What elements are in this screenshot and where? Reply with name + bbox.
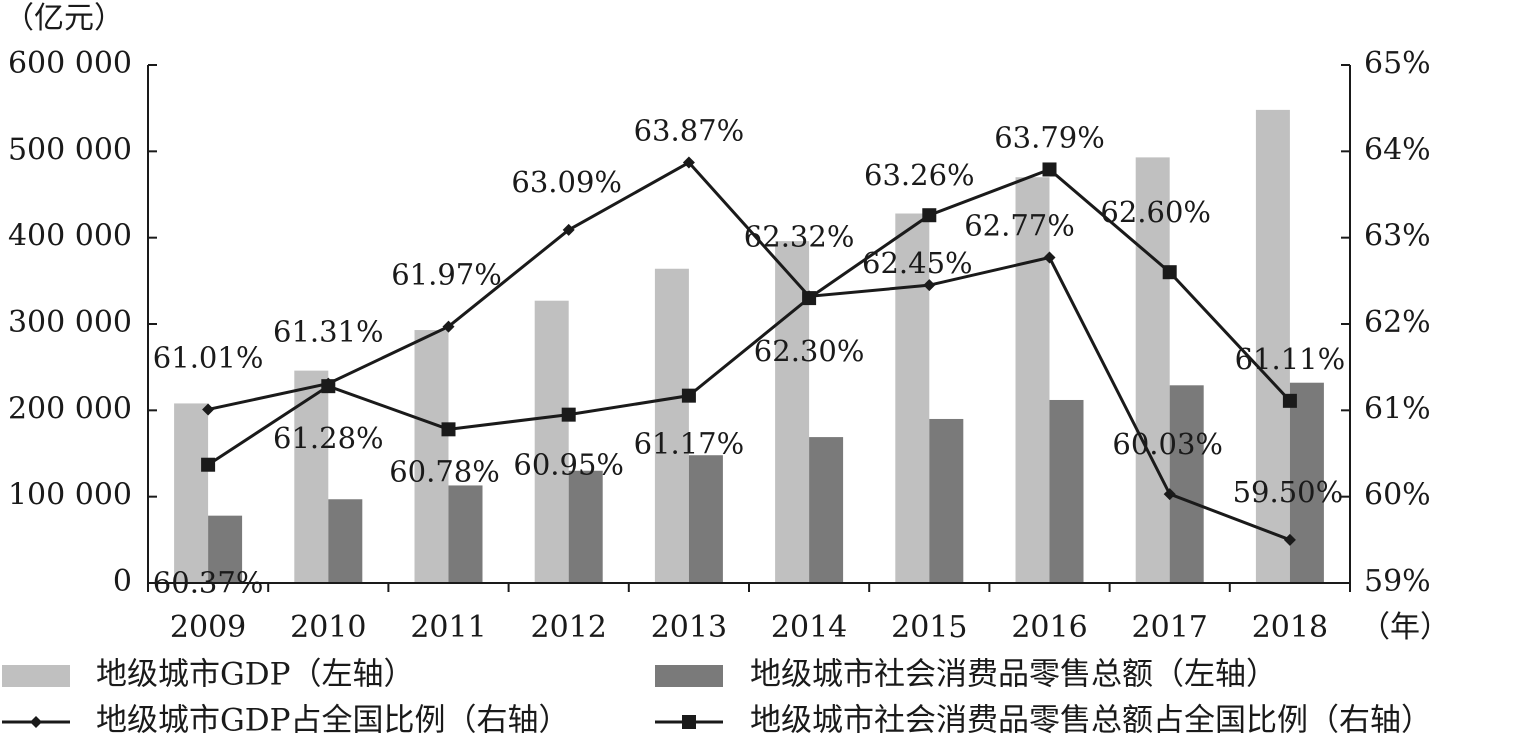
gdp-bar-2017 xyxy=(1135,157,1170,584)
gdp-share-point-2011 xyxy=(442,320,455,333)
right-tick-label: 65% xyxy=(1364,46,1431,81)
retail-share-label: 62.30% xyxy=(754,334,865,368)
right-tick-label: 61% xyxy=(1364,391,1431,426)
left-tick-label: 200 000 xyxy=(8,391,132,426)
gdp-share-label: 63.87% xyxy=(634,114,745,148)
right-tick-label: 63% xyxy=(1364,219,1431,254)
legend-label-retail-share: 地级城市社会消费品零售总额占全国比例（右轴） xyxy=(750,703,1432,739)
gdp-share-point-2009 xyxy=(202,403,215,416)
retail-share-point-2011 xyxy=(441,422,456,437)
x-tick-label: 2018 xyxy=(1252,610,1328,645)
x-tick-label: 2010 xyxy=(290,610,366,645)
x-tick-label: 2014 xyxy=(771,610,847,645)
retail-share-point-2017 xyxy=(1162,265,1177,280)
x-tick-label: 2013 xyxy=(651,610,727,645)
gdp-bar-2018 xyxy=(1255,109,1290,583)
retail-share-label: 63.79% xyxy=(994,120,1105,154)
retail-bar-2013 xyxy=(688,455,723,583)
x-tick-label: 2016 xyxy=(1011,610,1087,645)
gdp-share-label: 59.50% xyxy=(1233,475,1344,509)
x-tick-label: 2009 xyxy=(170,610,246,645)
gdp-share-point-2012 xyxy=(562,223,575,236)
left-tick-label: 300 000 xyxy=(8,305,132,340)
x-tick-label: 2012 xyxy=(531,610,607,645)
y-left-unit: （亿元） xyxy=(4,1,124,36)
retail-bar-2015 xyxy=(929,418,964,583)
legend-label-retail: 地级城市社会消费品零售总额（左轴） xyxy=(750,657,1277,693)
retail-bar-2018 xyxy=(1289,382,1324,583)
retail-share-label: 61.28% xyxy=(273,421,384,455)
retail-bar-2012 xyxy=(568,470,603,583)
legend-marker-gdp-share xyxy=(30,716,42,728)
gdp-share-label: 61.01% xyxy=(153,340,264,374)
gdp-share-label: 60.03% xyxy=(1112,427,1223,461)
gdp-share-point-2016 xyxy=(1043,251,1056,264)
gdp-bar-2016 xyxy=(1015,177,1050,583)
gdp-bar-2015 xyxy=(895,213,930,583)
retail-share-point-2010 xyxy=(321,379,336,394)
gdp-bar-2012 xyxy=(534,300,569,583)
retail-share-line xyxy=(207,167,1291,466)
retail-share-point-2018 xyxy=(1282,393,1297,408)
retail-bar-2016 xyxy=(1049,399,1084,583)
retail-bar-2010 xyxy=(328,499,363,583)
retail-share-point-2016 xyxy=(1042,162,1057,177)
retail-bar-2009 xyxy=(208,515,243,583)
retail-bar-2017 xyxy=(1169,385,1204,583)
legend-label-gdp-share: 地级城市GDP占全国比例（右轴） xyxy=(96,703,569,739)
gdp-share-line xyxy=(207,160,1291,542)
right-tick-label: 64% xyxy=(1364,132,1431,167)
retail-share-point-2012 xyxy=(561,407,576,422)
retail-share-point-2014 xyxy=(802,291,817,306)
right-tick-label: 59% xyxy=(1364,564,1431,599)
gdp-bar-2010 xyxy=(294,370,329,583)
legend-marker-retail-share xyxy=(682,715,696,729)
retail-bar-2014 xyxy=(809,437,844,583)
gdp-share-point-2017 xyxy=(1163,488,1176,501)
retail-share-label: 63.26% xyxy=(864,158,975,192)
retail-share-label: 61.17% xyxy=(634,427,745,461)
gdp-share-label: 62.45% xyxy=(862,246,973,280)
gdp-share-label: 62.32% xyxy=(744,219,855,253)
retail-share-label: 60.37% xyxy=(153,566,264,600)
gdp-bar-2011 xyxy=(414,330,449,583)
gdp-bar-2009 xyxy=(174,403,209,583)
gdp-bar-2013 xyxy=(654,268,689,583)
gdp-share-point-2018 xyxy=(1283,533,1296,546)
gdp-share-label: 63.09% xyxy=(511,165,622,199)
retail-share-point-2013 xyxy=(681,388,696,403)
legend-label-gdp: 地级城市GDP（左轴） xyxy=(96,657,414,693)
x-tick-label: 2017 xyxy=(1132,610,1208,645)
x-tick-label: 2011 xyxy=(410,610,486,645)
left-tick-label: 0 xyxy=(113,564,132,599)
left-tick-label: 100 000 xyxy=(8,478,132,513)
retail-share-label: 60.78% xyxy=(389,454,500,488)
legend-swatch-gdp xyxy=(2,665,70,687)
gdp-share-label: 61.97% xyxy=(391,258,502,292)
right-tick-label: 62% xyxy=(1364,305,1431,340)
left-tick-label: 600 000 xyxy=(8,46,132,81)
retail-share-label: 62.60% xyxy=(1100,195,1211,229)
gdp-share-label: 61.31% xyxy=(273,315,384,349)
x-unit: （年） xyxy=(1360,610,1450,645)
right-tick-label: 60% xyxy=(1364,478,1431,513)
retail-share-point-2009 xyxy=(201,457,216,472)
gdp-share-label: 62.77% xyxy=(964,209,1075,243)
retail-share-point-2015 xyxy=(922,208,937,223)
gdp-share-point-2013 xyxy=(682,156,695,169)
retail-share-label: 60.95% xyxy=(513,448,624,482)
x-tick-label: 2015 xyxy=(891,610,967,645)
retail-share-label: 61.11% xyxy=(1235,342,1346,376)
left-tick-label: 500 000 xyxy=(8,132,132,167)
left-tick-label: 400 000 xyxy=(8,219,132,254)
retail-bar-2011 xyxy=(448,485,483,583)
legend-swatch-retail xyxy=(655,665,723,687)
gdp-share-point-2015 xyxy=(923,279,936,292)
